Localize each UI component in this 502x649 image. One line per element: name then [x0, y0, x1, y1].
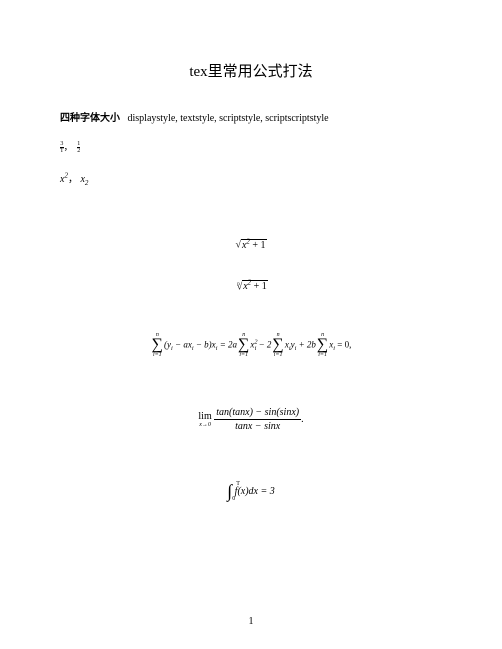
sigma-3: n∑i=1 — [272, 332, 283, 358]
integral-formula: ∫T0 f(x)dx = 3 — [60, 481, 442, 502]
fraction-2: 1 2 — [77, 141, 80, 154]
limit-formula: limx→0 tan(tanx) − sin(sinx)tanx − sinx. — [60, 406, 442, 433]
fraction-examples: 3 T ， 1 2 — [60, 140, 442, 154]
sigma-1: n∑i=1 — [152, 332, 163, 358]
section-heading: 四种字体大小 — [60, 113, 120, 124]
limit-fraction: tan(tanx) − sin(sinx)tanx − sinx — [214, 406, 301, 433]
nth-root-formula: n√x2 + 1 — [60, 279, 442, 292]
sqrt-formula: √x2 + 1 — [60, 237, 442, 250]
sigma-2: n∑i=1 — [238, 332, 249, 358]
superscript-subscript-example: x2， x2 — [60, 170, 442, 187]
page-number: 1 — [0, 616, 502, 627]
lim-symbol: limx→0 — [198, 412, 211, 428]
page-title: tex里常用公式打法 — [60, 60, 442, 81]
integral-symbol: ∫T0 — [227, 481, 232, 502]
section-line: 四种字体大小 displaystyle, textstyle, scriptst… — [60, 109, 442, 124]
sigma-4: n∑i=1 — [317, 332, 328, 358]
section-styles: displaystyle, textstyle, scriptstyle, sc… — [128, 113, 329, 124]
summation-formula: n∑i=1(yi − axi − b)xi = 2an∑i=1x2i − 2n∑… — [60, 332, 442, 358]
